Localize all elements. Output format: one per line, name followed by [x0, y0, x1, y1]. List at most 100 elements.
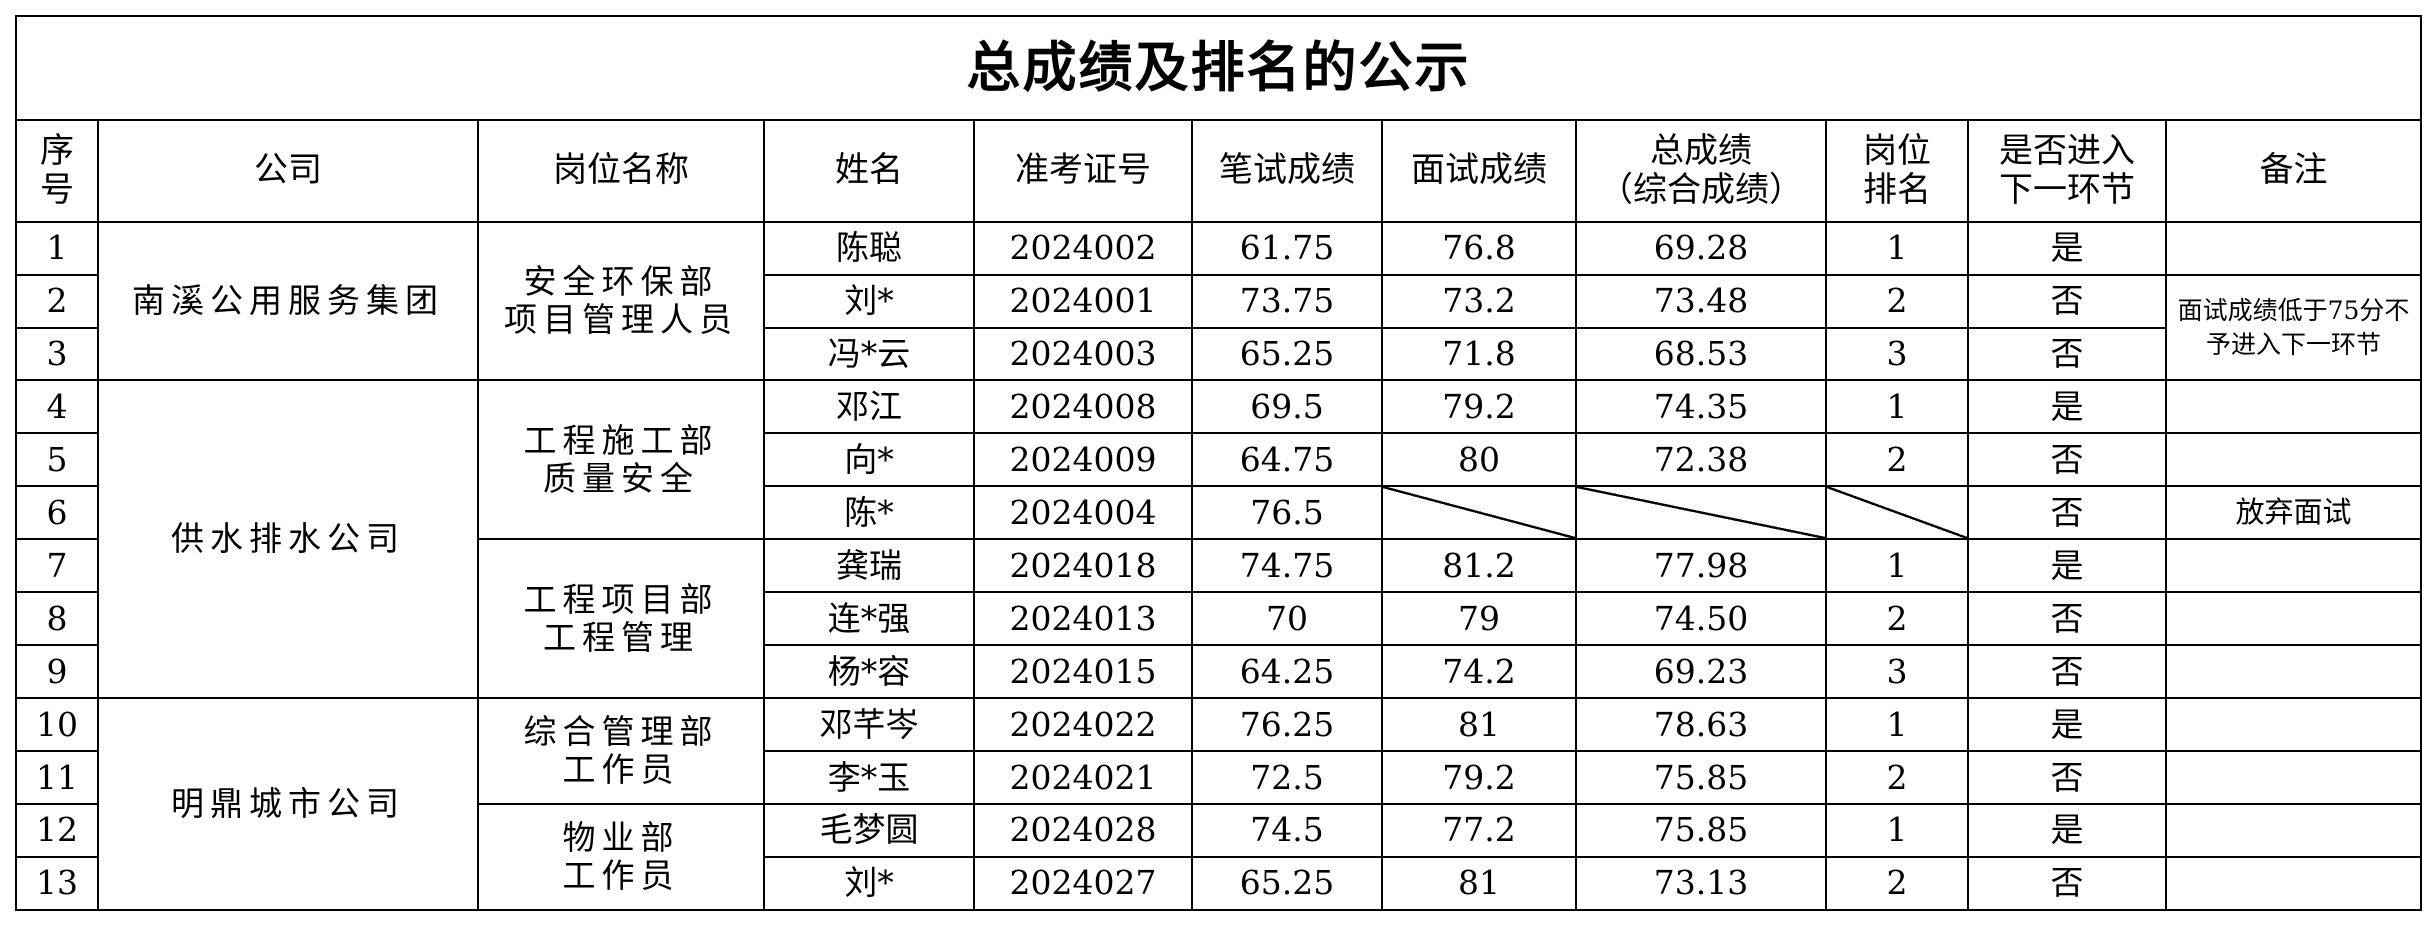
header-interview: 面试成绩 [1381, 118, 1577, 223]
cell-seq: 12 [15, 802, 99, 858]
cell-name: 刘* [763, 273, 975, 329]
cell-interview: 71.8 [1381, 326, 1577, 382]
cell-exam-id: 2024013 [973, 591, 1193, 647]
cell-position: 安全环保部 项目管理人员 [477, 220, 765, 382]
table-row: 8 连*强 2024013 70 79 74.50 2 否 [15, 591, 2422, 647]
cell-name: 杨*容 [763, 644, 975, 700]
cell-interview: 74.2 [1381, 644, 1577, 700]
cell-exam-id: 2024009 [973, 432, 1193, 488]
cell-interview: 80 [1381, 432, 1577, 488]
cell-seq: 6 [15, 485, 99, 541]
cell-remark [2165, 802, 2422, 858]
cell-advance: 是 [1967, 802, 2167, 858]
cell-advance: 否 [1967, 750, 2167, 805]
cell-written: 69.5 [1191, 379, 1383, 435]
cell-total: 68.53 [1575, 326, 1827, 382]
cell-name: 陈* [763, 485, 975, 541]
header-position: 岗位名称 [477, 118, 765, 223]
cell-exam-id: 2024003 [973, 326, 1193, 382]
cell-advance: 否 [1967, 326, 2167, 382]
cell-exam-id: 2024008 [973, 379, 1193, 435]
cell-rank: 1 [1825, 220, 1969, 276]
cell-rank: 1 [1825, 379, 1969, 435]
cell-position: 综合管理部 工作员 [477, 697, 765, 805]
cell-name: 邓芊岑 [763, 697, 975, 753]
cell-interview: 81 [1381, 855, 1577, 912]
cell-advance: 否 [1967, 273, 2167, 329]
cell-total: 75.85 [1575, 802, 1827, 858]
cell-remark [2165, 220, 2422, 276]
header-row: 序号 公司 岗位名称 姓名 准考证号 笔试成绩 面试成绩 总成绩 （综合成绩） 岗… [15, 118, 2422, 223]
cell-advance: 否 [1967, 855, 2167, 912]
cell-written: 74.75 [1191, 538, 1383, 594]
cell-exam-id: 2024027 [973, 855, 1193, 912]
table-row: 2 刘* 2024001 73.75 73.2 73.48 2 否 面试成绩低于… [15, 273, 2422, 382]
cell-interview-struck [1381, 485, 1577, 541]
cell-name: 李*玉 [763, 750, 975, 805]
table-row: 3 冯*云 2024003 65.25 71.8 68.53 3 否 [15, 326, 2421, 382]
header-total: 总成绩 （综合成绩） [1575, 118, 1827, 223]
cell-interview: 79 [1381, 591, 1577, 647]
cell-seq: 7 [15, 538, 99, 594]
cell-name: 连*强 [763, 591, 975, 647]
cell-rank-struck [1825, 485, 1969, 541]
cell-interview: 81 [1381, 697, 1577, 753]
cell-rank: 1 [1825, 802, 1969, 858]
results-table: 总成绩及排名的公示 序号 公司 岗位名称 姓名 准考证号 笔试成绩 面试成绩 总… [15, 15, 2422, 912]
cell-rank: 1 [1825, 697, 1969, 753]
header-advance: 是否进入 下一环节 [1967, 118, 2167, 223]
table-row: 9 杨*容 2024015 64.25 74.2 69.23 3 否 [15, 644, 2422, 700]
cell-interview: 79.2 [1381, 379, 1577, 435]
cell-remark-absent: 放弃面试 [2165, 485, 2422, 541]
cell-remark [2165, 855, 2422, 912]
cell-written: 70 [1191, 591, 1383, 647]
cell-remark [2165, 538, 2422, 594]
table-row: 5 向* 2024009 64.75 80 72.38 2 否 [15, 432, 2422, 488]
cell-total: 72.38 [1575, 432, 1827, 488]
cell-rank: 3 [1825, 326, 1969, 382]
cell-exam-id: 2024018 [973, 538, 1193, 594]
cell-name: 冯*云 [763, 326, 975, 382]
cell-total: 78.63 [1575, 697, 1827, 753]
table-row: 7 工程项目部 工程管理 龚瑞 2024018 74.75 81.2 77.98 … [15, 538, 2422, 700]
cell-seq: 10 [15, 697, 99, 753]
cell-seq: 11 [15, 750, 99, 805]
cell-name: 龚瑞 [763, 538, 975, 594]
cell-advance: 否 [1967, 644, 2167, 700]
cell-total: 73.13 [1575, 855, 1827, 912]
cell-advance: 是 [1967, 697, 2167, 753]
cell-rank: 2 [1825, 750, 1969, 805]
cell-name: 向* [763, 432, 975, 488]
cell-interview: 73.2 [1381, 273, 1577, 329]
cell-position: 物业部 工作员 [477, 802, 765, 912]
cell-written: 61.75 [1191, 220, 1383, 276]
cell-name: 毛梦圆 [763, 802, 975, 858]
cell-total-struck [1575, 485, 1827, 541]
table-row: 13 刘* 2024027 65.25 81 73.13 2 否 [15, 855, 2422, 912]
header-rank: 岗位 排名 [1825, 118, 1969, 223]
cell-total: 74.50 [1575, 591, 1827, 647]
table-row: 6 陈* 2024004 76.5 否 放弃面试 [15, 485, 2422, 541]
cell-written: 72.5 [1191, 750, 1383, 805]
cell-advance: 是 [1967, 538, 2167, 594]
cell-rank: 2 [1825, 855, 1969, 912]
cell-remark [2165, 644, 2422, 700]
cell-seq: 13 [15, 855, 99, 912]
cell-total: 69.23 [1575, 644, 1827, 700]
cell-advance: 否 [1967, 432, 2167, 488]
cell-seq: 1 [15, 220, 99, 276]
cell-seq: 8 [15, 591, 99, 647]
cell-interview: 81.2 [1381, 538, 1577, 594]
header-remark: 备注 [2165, 118, 2422, 223]
header-written: 笔试成绩 [1191, 118, 1383, 223]
cell-exam-id: 2024004 [973, 485, 1193, 541]
cell-remark [2165, 379, 2422, 435]
cell-rank: 2 [1825, 591, 1969, 647]
table-row: 10 明鼎城市公司 综合管理部 工作员 邓芊岑 2024022 76.25 81 … [15, 697, 2422, 911]
cell-seq: 4 [15, 379, 99, 435]
cell-total: 73.48 [1575, 273, 1827, 329]
cell-written: 74.5 [1191, 802, 1383, 858]
cell-seq: 3 [15, 326, 99, 382]
cell-advance: 是 [1967, 379, 2167, 435]
table-row: 11 李*玉 2024021 72.5 79.2 75.85 2 否 [15, 750, 2422, 805]
